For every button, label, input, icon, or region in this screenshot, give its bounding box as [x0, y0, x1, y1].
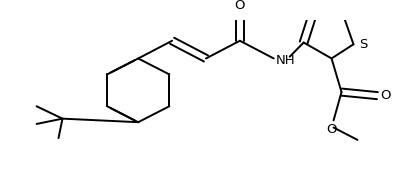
- Text: O: O: [379, 89, 390, 102]
- Text: O: O: [234, 0, 245, 12]
- Text: S: S: [358, 38, 367, 51]
- Text: NH: NH: [275, 54, 295, 67]
- Text: O: O: [326, 123, 336, 136]
